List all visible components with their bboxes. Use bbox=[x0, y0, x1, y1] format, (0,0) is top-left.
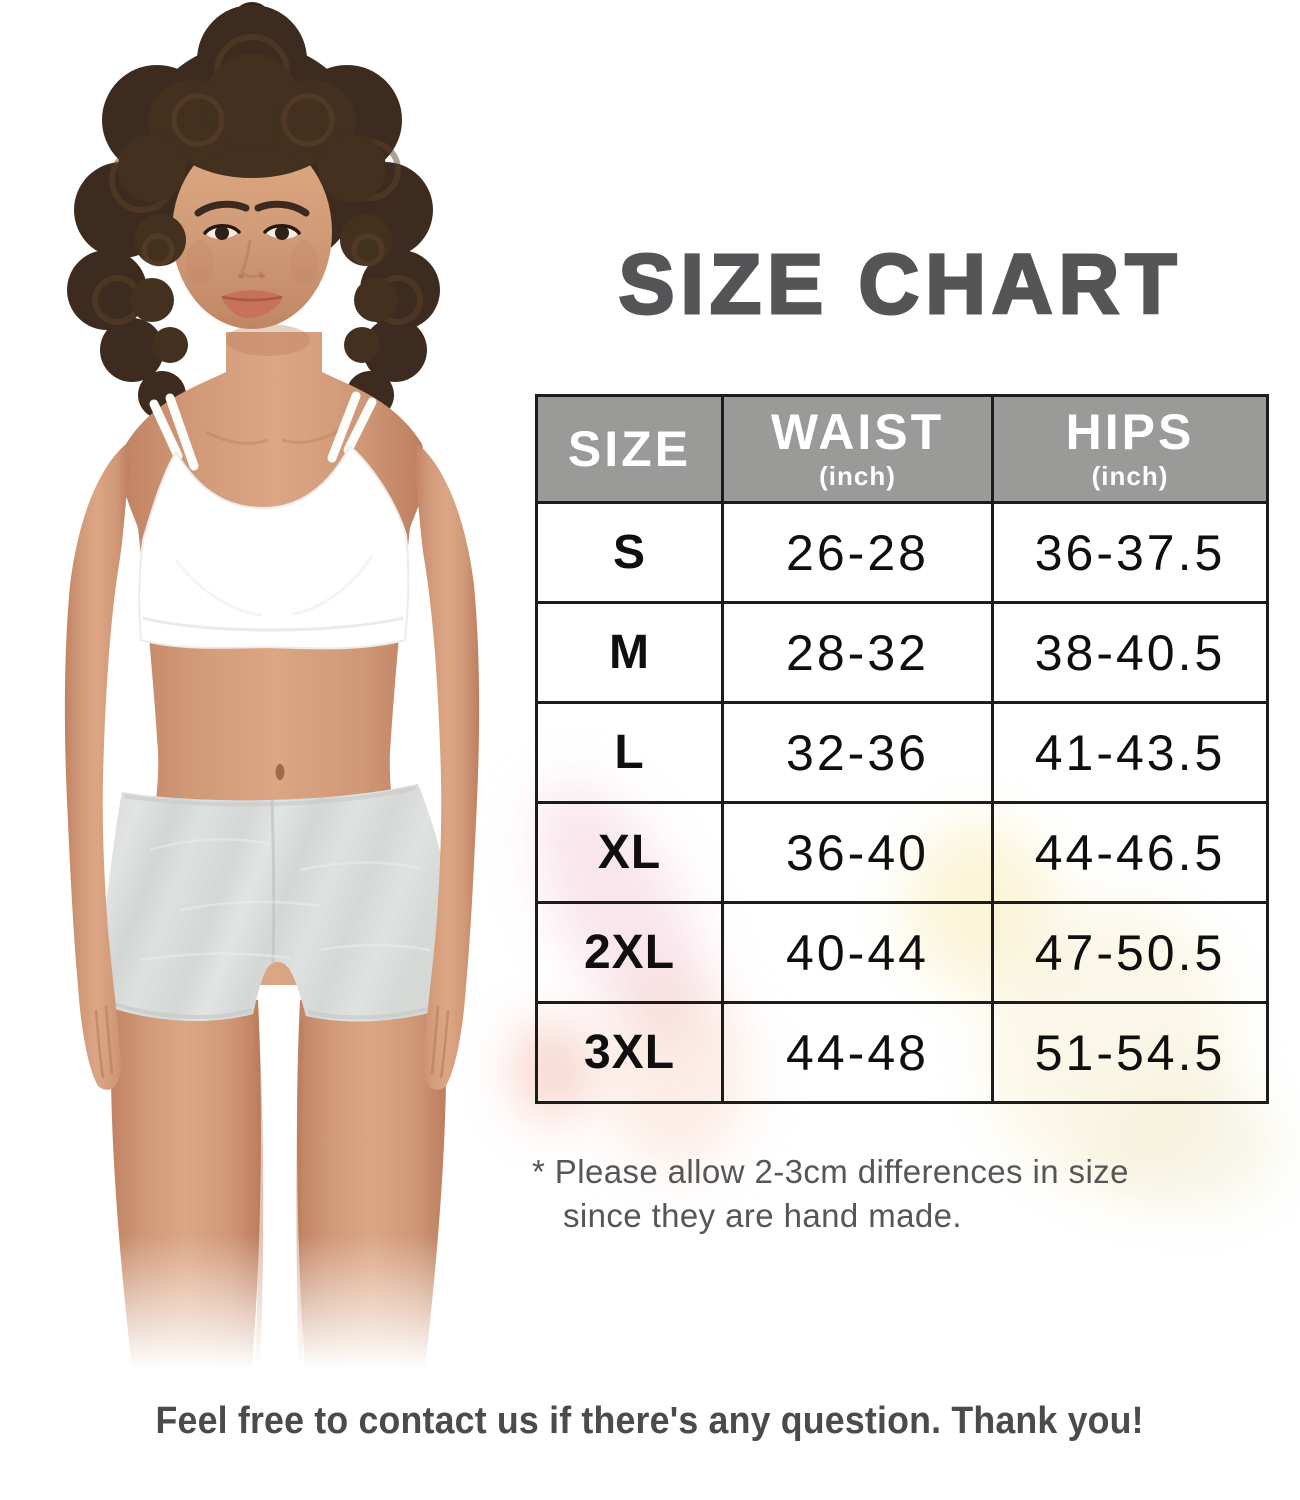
cell-size: 2XL bbox=[535, 901, 724, 1004]
header-waist-sub: (inch) bbox=[819, 461, 896, 492]
sports-bra bbox=[138, 391, 410, 650]
hair-front bbox=[118, 54, 398, 363]
eyes bbox=[203, 224, 301, 240]
table-row: XL 36-40 44-46.5 bbox=[535, 801, 1269, 904]
cell-hips: 51-54.5 bbox=[991, 1001, 1269, 1104]
cell-size: L bbox=[535, 701, 724, 804]
table-row: L 32-36 41-43.5 bbox=[535, 701, 1269, 804]
table-header-row: SIZE WAIST (inch) HIPS (inch) bbox=[535, 394, 1269, 504]
page-title: SIZE CHART bbox=[617, 237, 1183, 331]
header-waist-label: WAIST bbox=[770, 404, 945, 461]
boyshorts bbox=[101, 784, 456, 1022]
size-table: SIZE WAIST (inch) HIPS (inch) S 26-28 36… bbox=[535, 394, 1269, 1104]
header-hips-sub: (inch) bbox=[1091, 461, 1169, 492]
cell-waist: 40-44 bbox=[721, 901, 994, 1004]
footer-text: Feel free to contact us if there's any q… bbox=[155, 1400, 1145, 1442]
arms bbox=[64, 444, 480, 1090]
lips bbox=[221, 290, 283, 319]
cell-size: M bbox=[535, 601, 724, 704]
cell-size: S bbox=[535, 501, 724, 604]
size-note: * Please allow 2-3cm differences in size… bbox=[532, 1150, 1246, 1238]
cell-waist: 36-40 bbox=[721, 801, 994, 904]
cell-hips: 47-50.5 bbox=[991, 901, 1269, 1004]
cell-size: 3XL bbox=[535, 1001, 724, 1104]
cell-waist: 44-48 bbox=[721, 1001, 994, 1104]
table-row: 2XL 40-44 47-50.5 bbox=[535, 901, 1269, 1004]
table-row: 3XL 44-48 51-54.5 bbox=[535, 1001, 1269, 1104]
size-note-line2: since they are hand made. bbox=[563, 1197, 962, 1235]
cell-hips: 44-46.5 bbox=[991, 801, 1269, 904]
photo-fade bbox=[0, 1235, 520, 1370]
header-hips: HIPS (inch) bbox=[991, 394, 1269, 504]
header-size: SIZE bbox=[535, 394, 724, 504]
header-hips-label: HIPS bbox=[1065, 404, 1195, 461]
table-row: S 26-28 36-37.5 bbox=[535, 501, 1269, 604]
footer: Feel free to contact us if there's any q… bbox=[0, 1400, 1300, 1443]
eyebrows bbox=[194, 200, 310, 217]
model-photo bbox=[0, 0, 520, 1370]
header-waist: WAIST (inch) bbox=[721, 394, 994, 504]
cell-hips: 36-37.5 bbox=[991, 501, 1269, 604]
size-note-line1: * Please allow 2-3cm differences in size bbox=[532, 1153, 1129, 1190]
bra-straps bbox=[149, 391, 377, 471]
model-illustration bbox=[0, 2, 520, 1370]
header-size-label: SIZE bbox=[567, 421, 692, 477]
cell-hips: 38-40.5 bbox=[991, 601, 1269, 704]
face bbox=[172, 135, 332, 329]
table-row: M 28-32 38-40.5 bbox=[535, 601, 1269, 704]
cell-hips: 41-43.5 bbox=[991, 701, 1269, 804]
navel bbox=[275, 764, 285, 780]
cell-waist: 28-32 bbox=[721, 601, 994, 704]
cell-size: XL bbox=[535, 801, 724, 904]
cell-waist: 26-28 bbox=[721, 501, 994, 604]
nose bbox=[238, 239, 265, 278]
cell-waist: 32-36 bbox=[721, 701, 994, 804]
